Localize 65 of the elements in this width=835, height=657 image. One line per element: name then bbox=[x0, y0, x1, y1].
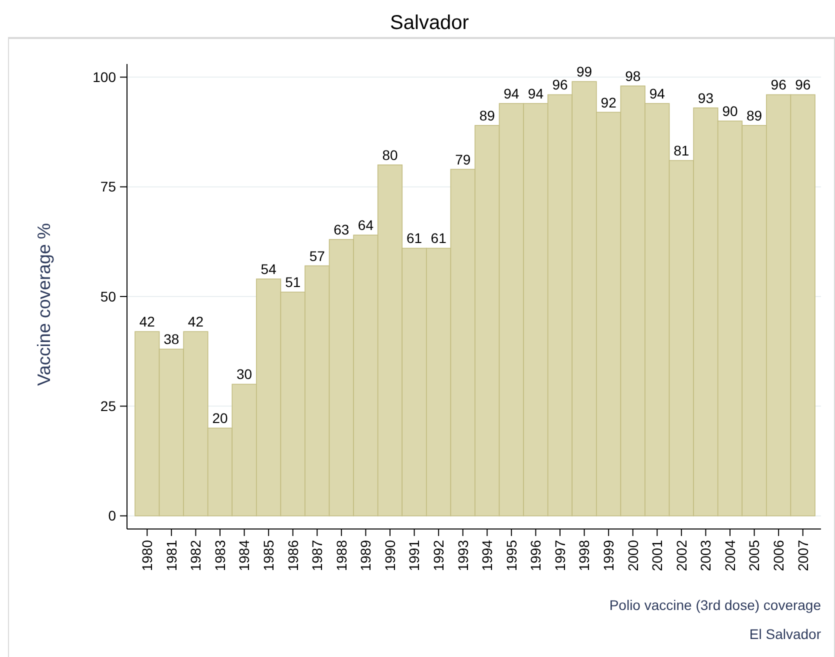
data-label: 79 bbox=[455, 151, 471, 168]
data-label: 81 bbox=[674, 142, 690, 159]
x-tick-label: 1984 bbox=[236, 540, 252, 572]
x-tick-label: 2001 bbox=[649, 540, 666, 572]
x-tick-label: 1999 bbox=[600, 540, 616, 572]
x-tick-label: 1994 bbox=[479, 540, 496, 572]
x-tick-label: 2003 bbox=[698, 540, 714, 572]
data-label: 99 bbox=[576, 64, 592, 80]
x-tick-label: 2007 bbox=[794, 540, 811, 572]
y-tick-label: 25 bbox=[100, 398, 116, 414]
data-label: 93 bbox=[698, 90, 714, 106]
x-tick-label: 1982 bbox=[188, 540, 204, 572]
y-axis-title: Vaccine coverage % bbox=[34, 223, 54, 386]
x-tick-label: 2000 bbox=[624, 540, 641, 572]
x-tick-label: 1985 bbox=[260, 540, 276, 572]
x-tick-label: 2002 bbox=[673, 540, 690, 572]
data-label: 61 bbox=[406, 230, 422, 246]
data-label: 61 bbox=[430, 230, 447, 246]
x-tick-label: 1993 bbox=[454, 540, 471, 572]
data-label: 57 bbox=[309, 248, 326, 264]
chart-title: Salvador bbox=[390, 12, 470, 34]
data-label: 20 bbox=[212, 410, 228, 426]
x-tick-label: 1995 bbox=[503, 540, 520, 572]
data-label: 54 bbox=[260, 260, 277, 277]
data-label: 96 bbox=[770, 76, 787, 93]
x-tick-label: 1987 bbox=[309, 540, 326, 572]
x-tick-label: 1989 bbox=[358, 540, 374, 572]
data-label: 30 bbox=[236, 366, 252, 382]
x-tick-label: 1990 bbox=[382, 540, 398, 572]
y-tick-label: 0 bbox=[108, 508, 116, 524]
x-tick-label: 1983 bbox=[212, 540, 228, 572]
x-tick-label: 1986 bbox=[284, 540, 301, 572]
data-label: 94 bbox=[528, 85, 544, 102]
data-label: 64 bbox=[358, 217, 374, 234]
x-tick-label: 1981 bbox=[163, 540, 180, 572]
x-tick-label: 1997 bbox=[552, 540, 568, 572]
data-label: 96 bbox=[552, 76, 568, 93]
x-tick-label: 1998 bbox=[576, 540, 592, 572]
data-label: 90 bbox=[722, 103, 738, 120]
y-tick-label: 75 bbox=[100, 178, 116, 195]
x-tick-label: 1991 bbox=[406, 540, 422, 572]
data-label: 42 bbox=[188, 314, 204, 330]
x-tick-label: 1980 bbox=[139, 540, 156, 572]
x-tick-label: 1992 bbox=[430, 540, 446, 572]
text: Polio vaccine (3rd dose) coverage bbox=[609, 597, 822, 613]
data-label: 89 bbox=[746, 107, 762, 124]
x-tick-label: 2006 bbox=[770, 540, 786, 572]
data-label: 63 bbox=[334, 221, 350, 238]
y-tick-label: 100 bbox=[92, 69, 116, 86]
data-label: 94 bbox=[504, 85, 520, 102]
data-label: 96 bbox=[795, 76, 811, 93]
data-label: 38 bbox=[164, 331, 180, 348]
data-label: 80 bbox=[382, 146, 398, 163]
x-tick-label: 1988 bbox=[333, 540, 350, 572]
data-label: 42 bbox=[139, 314, 156, 330]
x-tick-label: 2005 bbox=[746, 540, 762, 572]
x-tick-label: 2004 bbox=[722, 540, 738, 572]
data-label: 98 bbox=[625, 68, 641, 84]
x-tick-label: 1996 bbox=[528, 540, 544, 572]
data-label: 92 bbox=[600, 94, 617, 110]
data-label: 94 bbox=[649, 85, 666, 102]
y-tick-label: 50 bbox=[100, 288, 116, 304]
data-label: 51 bbox=[285, 274, 301, 290]
data-label: 89 bbox=[479, 107, 496, 124]
text: El Salvador bbox=[749, 626, 822, 642]
